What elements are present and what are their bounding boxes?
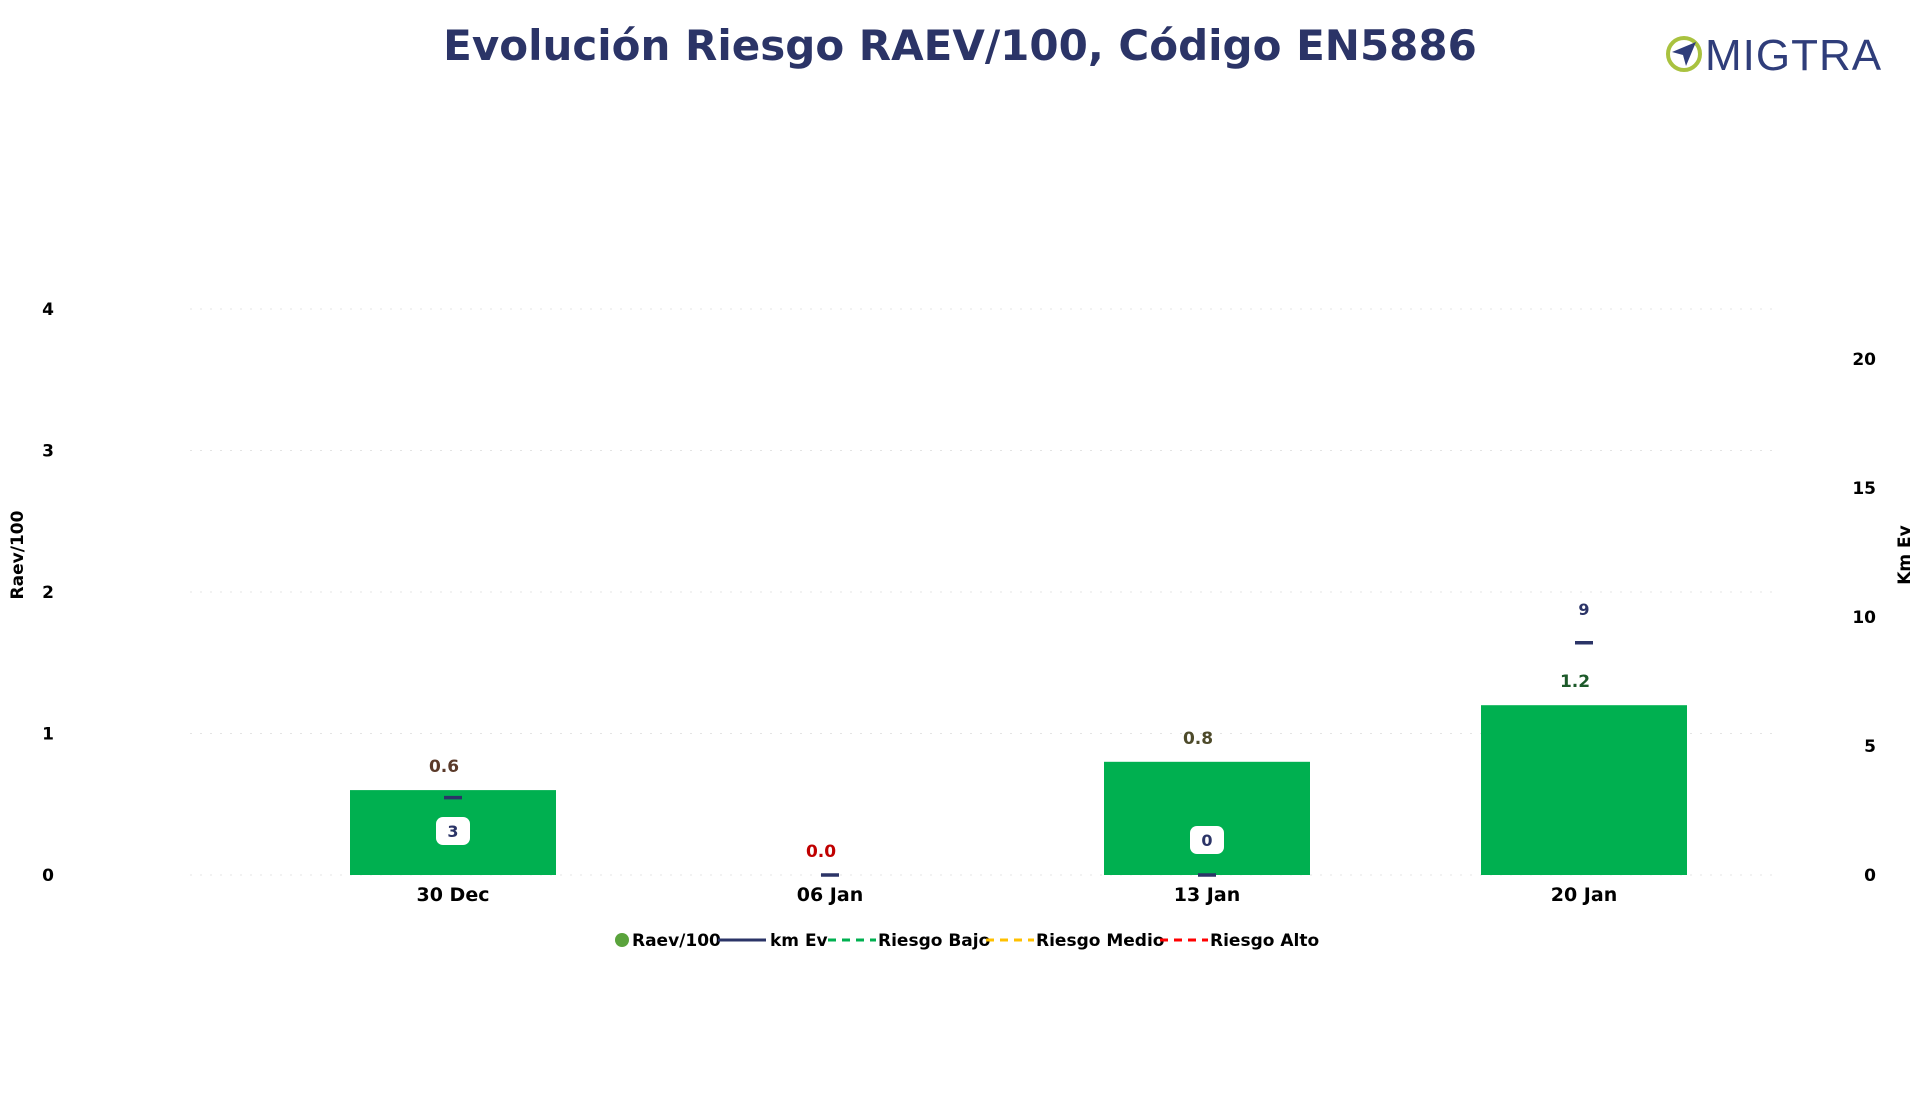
chart-title: Evolución Riesgo RAEV/100, Código EN5886: [443, 21, 1477, 70]
legend-swatch-raev: [615, 933, 629, 947]
legend-label: Riesgo Bajo: [878, 931, 990, 951]
y-axis-right-label: Km Ev: [1895, 525, 1915, 585]
x-tick-label: 13 Jan: [1174, 884, 1240, 906]
legend-label: km Ev: [770, 931, 828, 951]
y-tick-label: 2: [42, 583, 54, 603]
x-tick-label: 20 Jan: [1551, 884, 1617, 906]
bar: [1104, 761, 1310, 875]
compass-o-icon: [1666, 36, 1702, 72]
x-axis: 30 Dec 06 Jan 13 Jan 20 Jan: [417, 884, 1618, 906]
bar: [1481, 705, 1687, 875]
y-axis-left-label: Raev/100: [8, 510, 28, 599]
y2-tick-label: 20: [1852, 350, 1876, 370]
bar-value-label: 0.6: [429, 757, 459, 777]
y2-tick-label: 0: [1864, 866, 1876, 886]
y-axis-right: 0 5 10 15 20: [1852, 350, 1876, 886]
km-label-box: [1190, 826, 1224, 854]
bar-series: 0.6 0.0 0.8 1.2: [350, 672, 1687, 875]
logo: MIGTRA: [1666, 31, 1882, 80]
y-axis-left: 0 1 2 3 4: [42, 300, 54, 886]
legend-label: Riesgo Alto: [1210, 931, 1319, 951]
logo-text: MIGTRA: [1705, 31, 1882, 80]
y2-tick-label: 10: [1852, 608, 1876, 628]
km-series: 3 0 9: [436, 600, 1593, 877]
bar-value-label: 0.8: [1183, 729, 1213, 749]
legend-label: Raev/100: [632, 931, 721, 951]
y-tick-label: 1: [42, 725, 54, 745]
y2-tick-label: 15: [1852, 479, 1876, 499]
bar-value-label: 0.0: [806, 842, 836, 862]
y-tick-label: 0: [42, 866, 54, 886]
km-value-label: 0: [1201, 831, 1212, 850]
legend-label: Riesgo Medio: [1036, 931, 1164, 951]
x-tick-label: 06 Jan: [797, 884, 863, 906]
km-value-label: 3: [447, 822, 458, 841]
km-label-box: [436, 817, 470, 845]
bar-value-label: 1.2: [1560, 672, 1590, 692]
y-tick-label: 4: [42, 300, 54, 320]
legend: Raev/100 km Ev Riesgo Bajo Riesgo Medio Ries…: [615, 931, 1319, 951]
x-tick-label: 30 Dec: [417, 884, 490, 906]
y2-tick-label: 5: [1864, 737, 1876, 757]
y-tick-label: 3: [42, 442, 54, 462]
km-value-label: 9: [1578, 600, 1589, 619]
